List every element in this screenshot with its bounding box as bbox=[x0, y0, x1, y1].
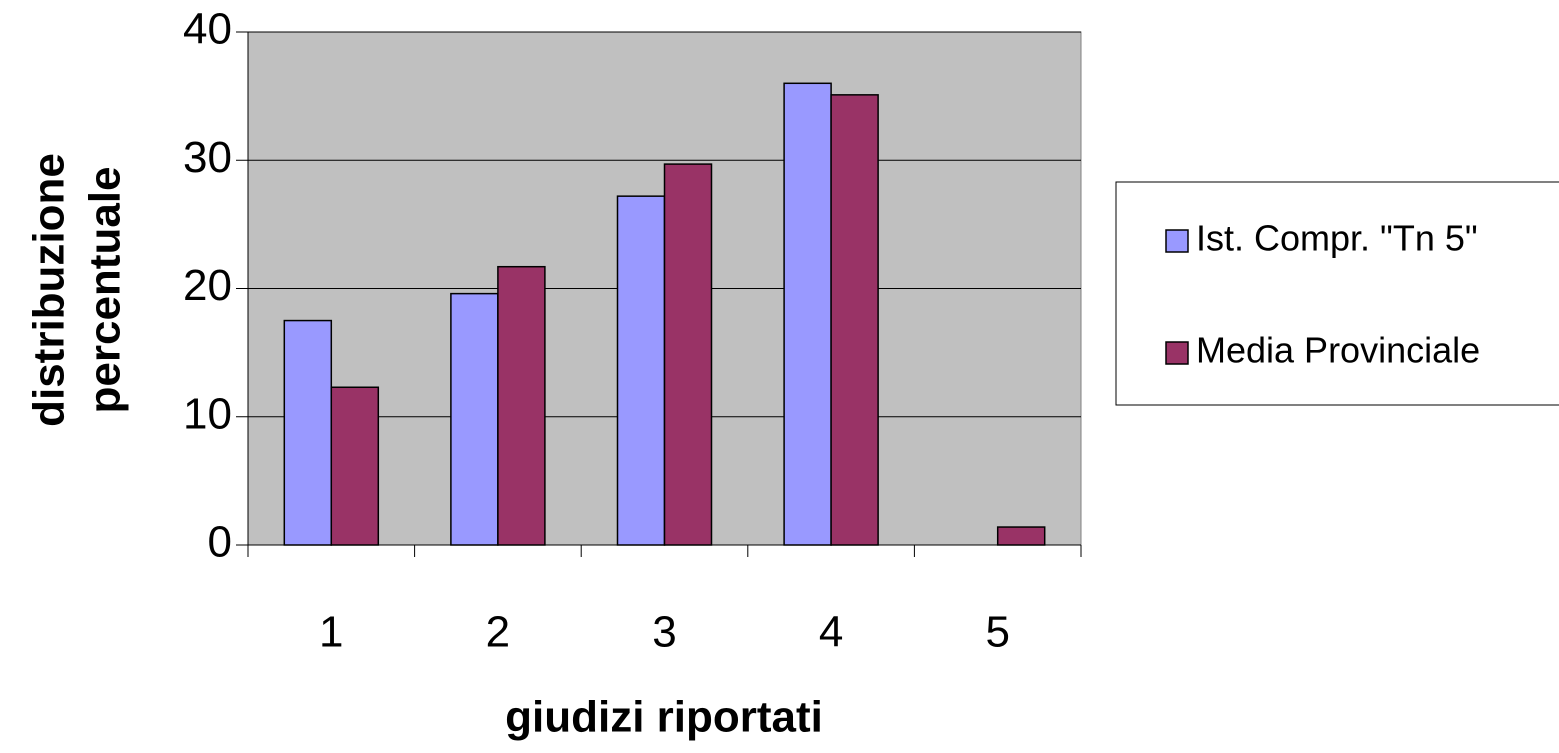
bar bbox=[497, 265, 546, 546]
x-tick-label: 4 bbox=[819, 608, 843, 657]
legend-label: Media Provinciale bbox=[1196, 330, 1480, 371]
bar bbox=[783, 82, 832, 546]
y-tick-label: 40 bbox=[183, 5, 232, 54]
y-axis-label: distribuzione bbox=[25, 153, 74, 427]
y-tick-label: 10 bbox=[183, 389, 232, 438]
x-axis-label: giudizi riportati bbox=[505, 693, 823, 742]
x-tick-label: 3 bbox=[652, 608, 676, 657]
bar bbox=[663, 163, 713, 546]
bar bbox=[996, 526, 1046, 546]
bar bbox=[830, 94, 879, 546]
x-tick-label: 5 bbox=[985, 608, 1009, 657]
legend-swatch bbox=[1165, 229, 1189, 253]
y-tick-label: 0 bbox=[208, 518, 232, 567]
bar bbox=[283, 319, 333, 546]
x-tick-label: 1 bbox=[319, 608, 343, 657]
legend bbox=[1115, 181, 1559, 406]
bar bbox=[330, 386, 380, 546]
bar bbox=[450, 292, 499, 546]
legend-swatch bbox=[1165, 341, 1189, 365]
y-axis-label: percentuale bbox=[81, 167, 130, 414]
y-tick-label: 20 bbox=[183, 261, 232, 310]
x-tick-label: 2 bbox=[486, 608, 510, 657]
legend-label: Ist. Compr. "Tn 5" bbox=[1196, 218, 1478, 259]
y-tick-label: 30 bbox=[183, 133, 232, 182]
bar bbox=[616, 195, 666, 546]
